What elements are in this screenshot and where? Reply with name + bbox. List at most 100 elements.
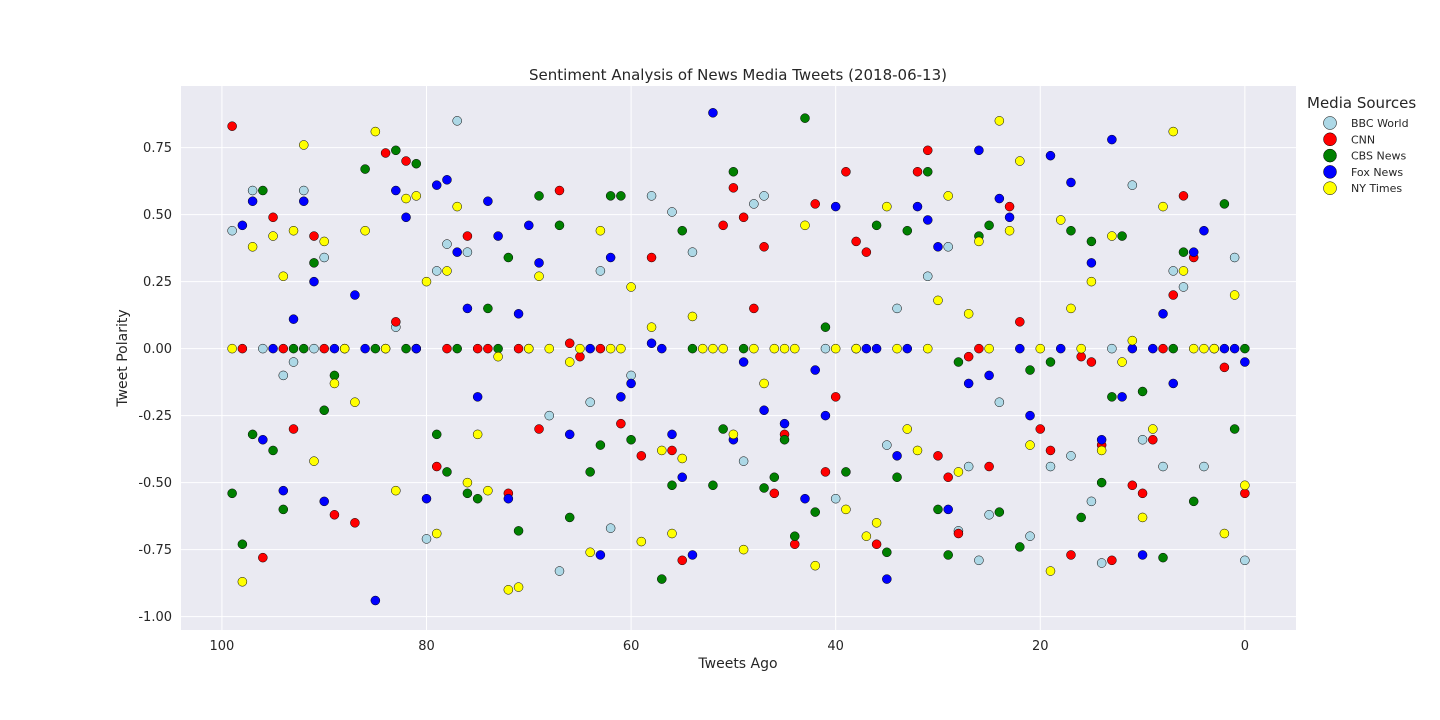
data-point [1025, 440, 1035, 450]
y-tick-label: 0.00 [143, 342, 172, 357]
data-point [871, 220, 882, 231]
legend-label: NY Times [1351, 182, 1402, 195]
data-point [278, 271, 289, 282]
data-point [1158, 201, 1168, 212]
data-point [646, 338, 657, 349]
data-point [339, 343, 350, 354]
data-point [268, 445, 278, 456]
data-point [626, 282, 636, 292]
data-point [882, 440, 892, 450]
data-point [1178, 266, 1189, 276]
data-point [984, 343, 994, 354]
data-point [391, 317, 401, 327]
data-point [1229, 343, 1240, 354]
data-point [646, 322, 657, 332]
y-tick-label: -0.25 [138, 409, 172, 424]
data-point [1127, 180, 1138, 190]
data-point [963, 351, 974, 362]
legend-title: Media Sources [1307, 94, 1416, 112]
data-point [483, 343, 493, 354]
x-tick-label: 100 [210, 639, 235, 654]
data-point [1086, 276, 1097, 287]
data-point [708, 108, 718, 118]
data-point [820, 322, 831, 332]
data-point [350, 518, 360, 528]
data-point [1066, 177, 1076, 188]
data-point [871, 518, 882, 528]
data-point [268, 212, 278, 223]
data-point [431, 528, 442, 539]
data-point [1107, 392, 1117, 402]
data-point [1219, 343, 1230, 354]
data-point [984, 510, 994, 520]
data-point [718, 220, 728, 231]
chart-title: Sentiment Analysis of News Media Tweets … [529, 66, 947, 84]
data-point [1055, 343, 1066, 354]
y-tick-label: 0.50 [143, 208, 172, 223]
data-point [329, 378, 340, 389]
data-point [309, 276, 319, 287]
data-point [800, 220, 810, 231]
data-point [442, 175, 452, 185]
data-point [1096, 558, 1107, 568]
data-point [1188, 247, 1199, 257]
data-point [585, 343, 595, 354]
data-point [1240, 480, 1250, 491]
data-point [503, 493, 514, 504]
data-point [759, 242, 769, 252]
data-point [687, 343, 698, 354]
data-point [524, 220, 534, 231]
data-point [943, 472, 953, 483]
y-tick-label: 0.75 [143, 141, 172, 156]
data-point [1158, 552, 1168, 563]
data-point [258, 185, 268, 196]
data-point [933, 242, 943, 252]
data-point [421, 276, 432, 287]
data-point [677, 225, 687, 236]
data-point [1117, 231, 1127, 241]
data-point [483, 196, 493, 206]
data-point [667, 429, 677, 440]
data-point [605, 523, 616, 533]
data-point [994, 397, 1005, 407]
data-point [401, 212, 411, 223]
data-point [534, 271, 544, 282]
data-point [605, 191, 616, 201]
data-point [380, 148, 391, 158]
series-ny-times [227, 116, 1250, 595]
data-point [462, 303, 473, 314]
data-point [380, 343, 391, 354]
data-point [1076, 343, 1086, 354]
data-point [667, 207, 677, 217]
x-tick-label: 80 [418, 639, 435, 654]
data-point [790, 343, 800, 354]
data-point [861, 531, 872, 541]
data-point [820, 343, 831, 354]
data-point [1025, 365, 1035, 375]
data-point [1117, 357, 1127, 367]
data-point [974, 145, 984, 156]
data-point [728, 183, 739, 193]
data-point [1086, 496, 1097, 507]
data-point [237, 577, 248, 587]
plot-background [181, 86, 1296, 630]
data-point [984, 370, 994, 381]
data-point [227, 225, 237, 236]
data-point [258, 552, 268, 563]
data-point [483, 485, 493, 496]
data-point [1137, 550, 1148, 560]
data-point [1107, 343, 1117, 354]
data-point [319, 496, 329, 507]
data-point [237, 539, 248, 549]
data-point [728, 429, 739, 440]
data-point [421, 493, 432, 504]
data-point [1004, 201, 1015, 212]
legend-marker [1323, 181, 1337, 195]
data-point [483, 303, 493, 314]
data-point [892, 472, 902, 483]
data-point [1240, 488, 1250, 499]
data-point [871, 343, 882, 354]
data-point [319, 252, 329, 263]
data-point [790, 531, 800, 541]
